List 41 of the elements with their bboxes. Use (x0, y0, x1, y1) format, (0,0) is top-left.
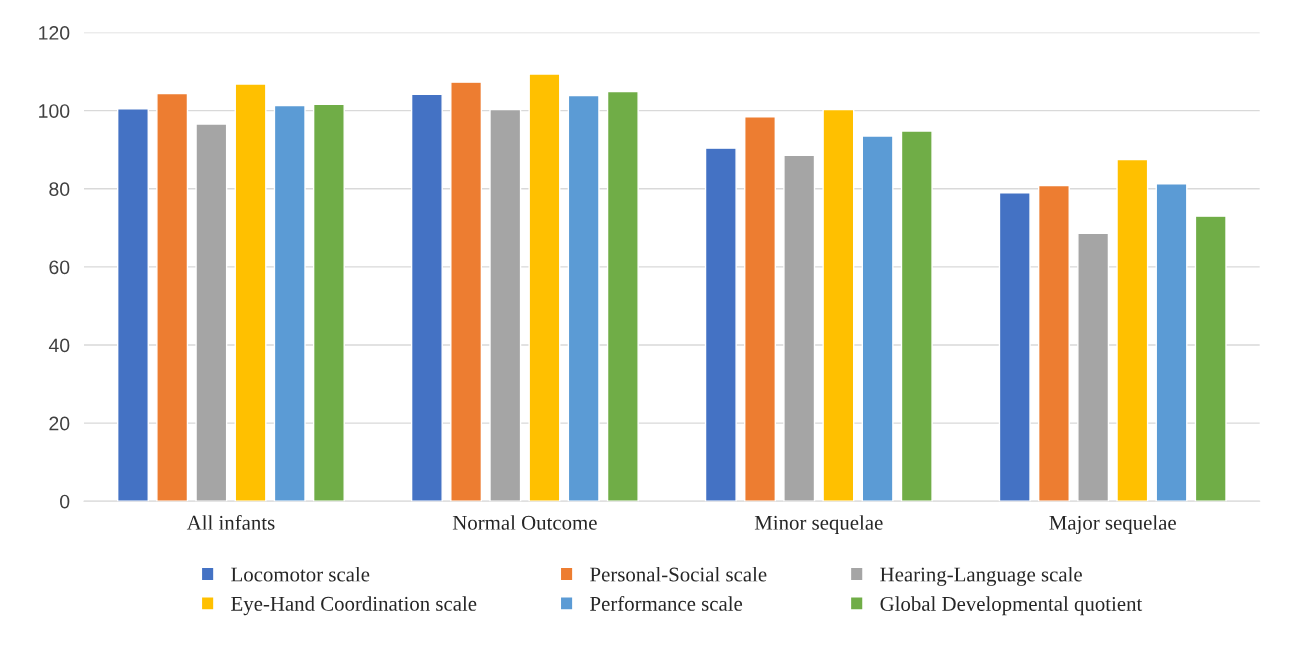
bar (998, 192, 1031, 502)
bar (1155, 183, 1188, 502)
bar (234, 83, 267, 502)
y-tick-label: 40 (48, 338, 70, 353)
legend-label: Hearing-Language scale (880, 566, 1082, 586)
y-tick-label: 0 (60, 494, 70, 509)
legend-label: Global Developmental quotient (880, 596, 1143, 616)
legend-label: Eye-Hand Coordination scale (231, 596, 477, 616)
bar (156, 92, 189, 502)
bar (783, 154, 816, 502)
legend-label: Personal-Social scale (590, 566, 767, 582)
bar (116, 108, 149, 502)
x-tick-label: Minor sequelae (754, 515, 883, 535)
bar (1037, 184, 1070, 502)
y-tick-label: 60 (49, 260, 70, 275)
bar (195, 123, 228, 502)
bar (704, 147, 737, 502)
bar (273, 104, 306, 502)
bar (489, 108, 522, 502)
bar (567, 94, 600, 502)
bar (1116, 158, 1149, 502)
y-tick-label: 20 (49, 416, 70, 431)
legend-label: Locomotor scale (231, 566, 370, 582)
bar (312, 103, 345, 502)
bar (822, 108, 855, 502)
bar (1077, 232, 1110, 502)
x-tick-label: Major sequelae (1049, 515, 1176, 535)
y-tick-label: 120 (39, 26, 70, 40)
bar (861, 135, 894, 502)
bar (744, 116, 776, 502)
bar (1194, 215, 1227, 502)
bar (606, 90, 639, 502)
bar (450, 81, 483, 502)
bar (900, 130, 933, 502)
y-tick-label: 100 (39, 104, 70, 118)
x-tick-label: All infants (186, 514, 275, 530)
bar (410, 93, 443, 502)
y-tick-label: 80 (49, 182, 70, 197)
x-tick-label: Normal Outcome (452, 515, 597, 530)
legend-label: Performance scale (590, 595, 743, 611)
bar (528, 73, 561, 502)
